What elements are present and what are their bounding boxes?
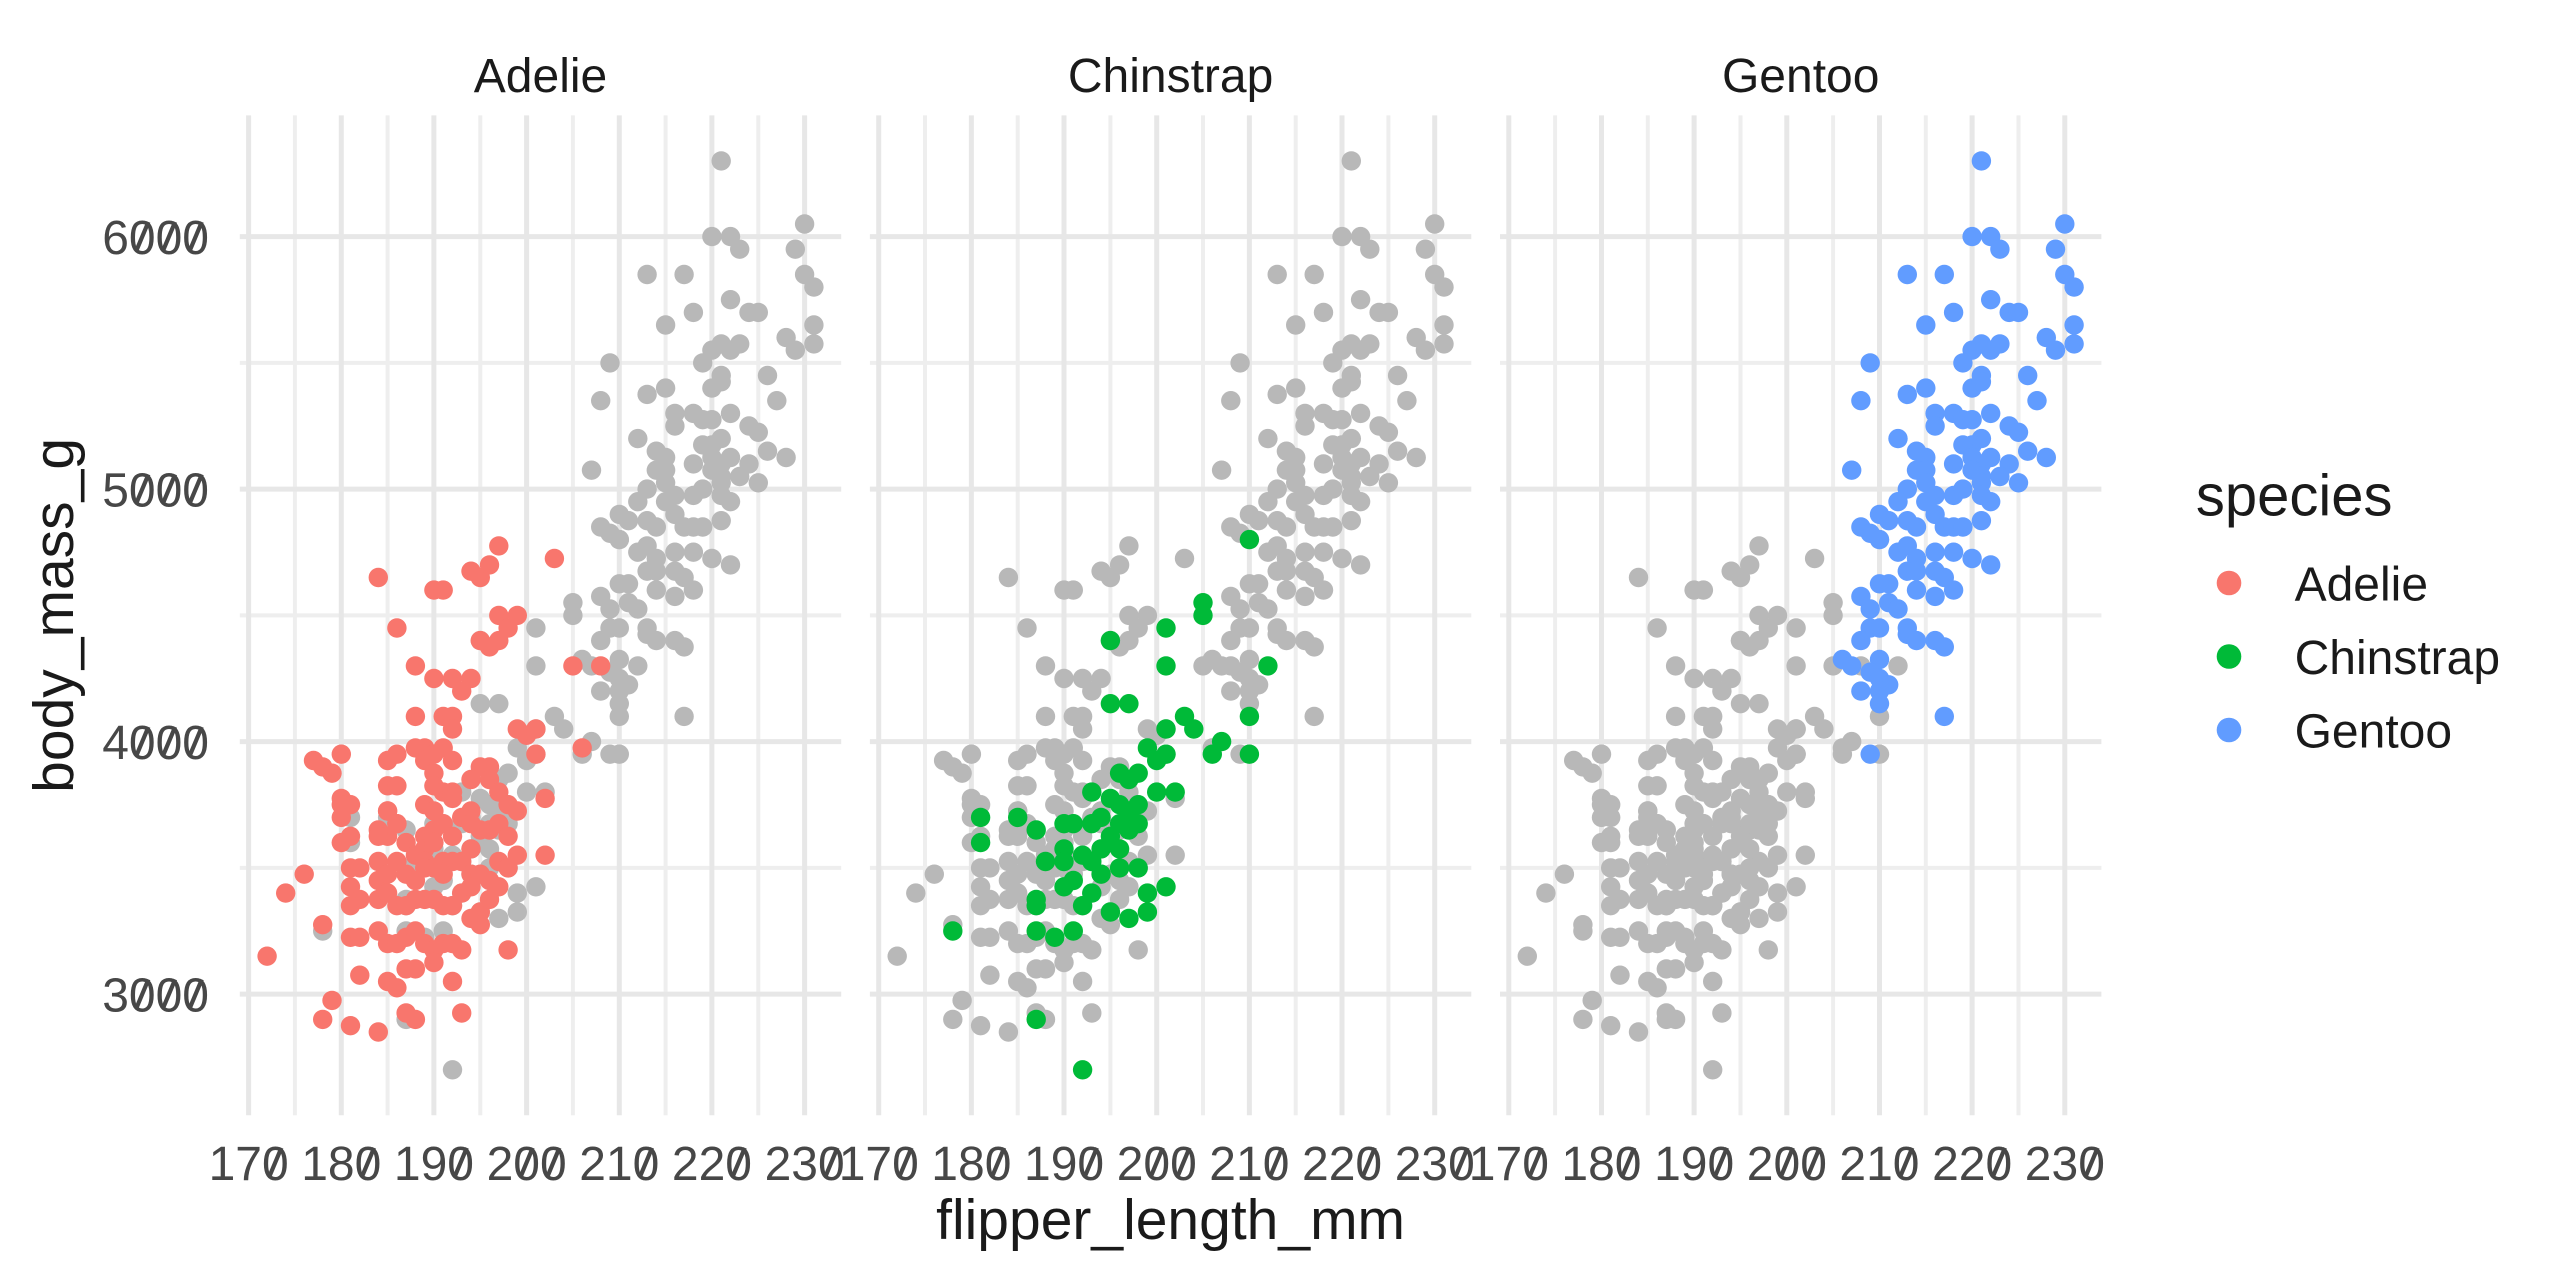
svg-text:3000: 3000 [102, 970, 209, 1023]
svg-text:body_mass_g: body_mass_g [22, 438, 86, 793]
svg-text:Chinstrap: Chinstrap [1068, 50, 1273, 103]
svg-text:Gentoo: Gentoo [1722, 50, 1879, 103]
svg-text:6000: 6000 [102, 212, 209, 265]
svg-text:Adelie: Adelie [2295, 559, 2428, 612]
svg-text:Adelie: Adelie [474, 50, 607, 103]
svg-text:4000: 4000 [102, 717, 209, 770]
svg-text:species: species [2196, 463, 2393, 528]
svg-text:Gentoo: Gentoo [2295, 706, 2452, 759]
svg-text:5000: 5000 [102, 465, 209, 518]
svg-text:flipper_length_mm: flipper_length_mm [936, 1188, 1405, 1252]
svg-text:Chinstrap: Chinstrap [2295, 632, 2500, 685]
